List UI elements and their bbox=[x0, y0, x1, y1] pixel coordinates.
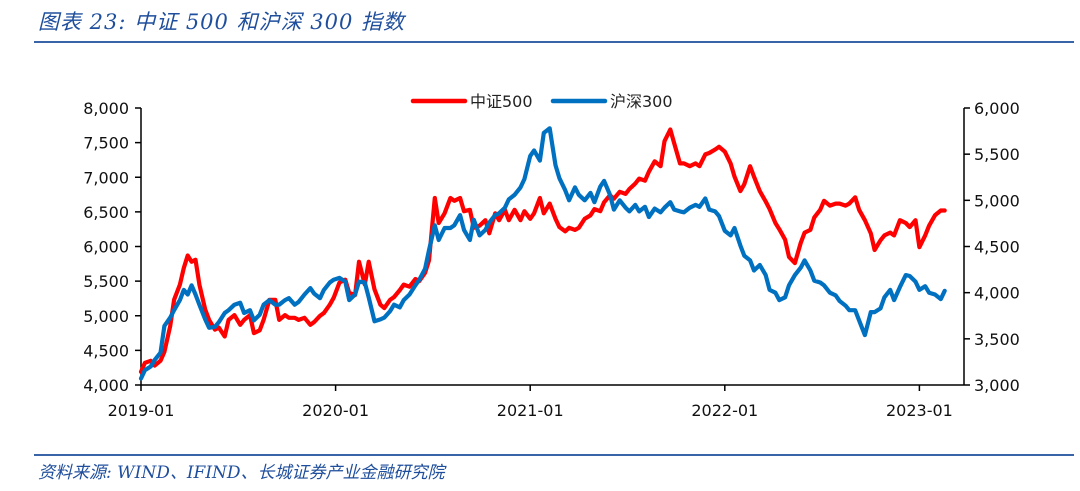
right-axis-tick-label: 5,000 bbox=[974, 191, 1020, 210]
legend: 中证500 沪深300 bbox=[410, 92, 673, 111]
right-axis-tick-label: 5,500 bbox=[974, 145, 1020, 164]
left-axis-tick-label: 6,500 bbox=[83, 203, 129, 222]
right-axis-tick-label: 3,000 bbox=[974, 376, 1020, 395]
figure-title: 图表 23: 中证 500 和沪深 300 指数 bbox=[38, 10, 406, 34]
legend-label-csi500: 中证500 bbox=[470, 92, 533, 111]
right-axis-tick-label: 4,500 bbox=[974, 238, 1020, 257]
legend-label-csi300: 沪深300 bbox=[610, 92, 673, 111]
right-axis-tick-label: 4,000 bbox=[974, 284, 1020, 303]
left-axis-tick-label: 5,500 bbox=[83, 272, 129, 291]
title-rule bbox=[34, 41, 1074, 43]
left-axis-tick-label: 5,000 bbox=[83, 307, 129, 326]
left-axis-tick-label: 7,000 bbox=[83, 168, 129, 187]
x-axis-tick-label: 2023-01 bbox=[886, 401, 953, 420]
axes: 4,000 4,500 5,000 5,500 6,000 6,500 7,000 7,500… bbox=[83, 99, 1020, 420]
left-axis-tick-label: 4,000 bbox=[83, 376, 129, 395]
right-axis-tick-label: 6,000 bbox=[974, 99, 1020, 118]
left-axis-tick-label: 6,000 bbox=[83, 238, 129, 257]
source-note: 资料来源: WIND、IFIND、长城证券产业金融研究院 bbox=[38, 463, 445, 483]
left-axis-tick-label: 7,500 bbox=[83, 134, 129, 153]
x-axis-tick-label: 2022-01 bbox=[691, 401, 758, 420]
source-rule bbox=[34, 454, 1074, 456]
series-lines bbox=[138, 126, 947, 381]
x-axis-tick-label: 2019-01 bbox=[108, 401, 175, 420]
x-axis-tick-label: 2021-01 bbox=[497, 401, 564, 420]
series-line-csi300 bbox=[138, 126, 947, 381]
x-axis-tick-label: 2020-01 bbox=[302, 401, 369, 420]
right-axis-tick-label: 3,500 bbox=[974, 330, 1020, 349]
left-axis-tick-label: 8,000 bbox=[83, 99, 129, 118]
series-line-csi500 bbox=[138, 127, 947, 374]
left-axis-tick-label: 4,500 bbox=[83, 341, 129, 360]
